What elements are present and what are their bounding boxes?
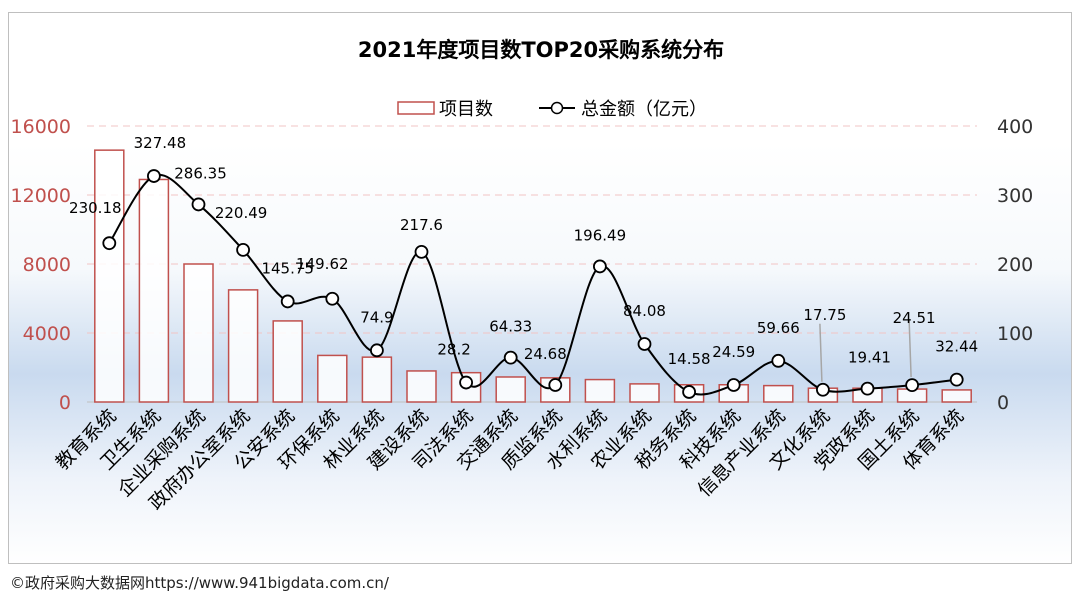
data-label: 230.18 [69, 199, 122, 217]
line-marker [459, 375, 474, 390]
left-axis-tick-label: 4000 [23, 323, 71, 345]
left-axis-ticks: 0 4000 8000 12000 16000 [11, 116, 71, 414]
legend-line-label: 总金额（亿元） [581, 99, 707, 120]
bar [138, 178, 170, 403]
bar [941, 389, 972, 403]
legend-line-marker [550, 101, 564, 115]
line-marker [905, 378, 919, 392]
label-leader-lines [819, 319, 912, 382]
data-label: 74.9 [360, 308, 393, 326]
footer-credit: ©政府采购大数据网https://www.941bigdata.com.cn/ [10, 574, 389, 592]
line-marker [726, 378, 741, 392]
line-marker [771, 353, 786, 368]
data-label: 217.6 [400, 216, 443, 234]
leader-line [819, 323, 823, 382]
line-marker [369, 343, 384, 358]
legend-bar-label: 项目数 [439, 99, 493, 120]
chart-svg: 2021年度项目数TOP20采购系统分布 项目数 总金额（亿元） 0400080… [9, 38, 1071, 563]
data-label: 17.75 [803, 306, 846, 324]
line-marker [280, 294, 295, 309]
data-label: 149.62 [296, 255, 349, 273]
line-marker [682, 385, 696, 399]
leader-line [908, 319, 912, 378]
line-marker [637, 337, 652, 351]
legend-bar-swatch [397, 101, 435, 115]
left-axis-tick-label: 8000 [23, 254, 71, 276]
data-label: 196.49 [574, 226, 627, 244]
data-label: 28.2 [437, 341, 470, 359]
bar [272, 320, 303, 403]
line-marker [548, 378, 563, 392]
bar [361, 356, 393, 403]
line-marker [593, 259, 607, 274]
line-marker [325, 291, 340, 306]
data-label: 145.75 [261, 259, 314, 277]
line-marker [102, 236, 117, 251]
line-marker [949, 372, 964, 387]
right-axis-tick-label: 0 [997, 392, 1009, 414]
line-marker [236, 242, 251, 257]
right-axis-ticks: 0 100 200 300 400 [997, 116, 1033, 414]
legend: 项目数 总金额（亿元） [397, 99, 707, 120]
line-marker [414, 244, 429, 259]
data-label: 84.08 [623, 302, 666, 320]
line-marker [860, 381, 875, 396]
bar [183, 263, 214, 403]
bar [584, 378, 616, 403]
right-axis-tick-label: 100 [997, 323, 1033, 345]
chart-title: 2021年度项目数TOP20采购系统分布 [358, 38, 724, 62]
data-label: 327.48 [134, 134, 187, 152]
bar [227, 289, 259, 403]
bar [495, 376, 526, 403]
data-label: 14.58 [668, 350, 711, 368]
line-marker [816, 382, 830, 397]
left-axis-tick-label: 16000 [11, 116, 71, 138]
data-label: 24.51 [893, 309, 936, 327]
line-marker [191, 197, 206, 212]
right-axis-tick-label: 300 [997, 185, 1033, 207]
line-markers [102, 169, 964, 399]
bar [406, 370, 437, 403]
data-label: 220.49 [215, 204, 268, 222]
left-axis-tick-label: 0 [59, 392, 71, 414]
data-label: 286.35 [174, 164, 227, 182]
right-axis-tick-label: 200 [997, 254, 1033, 276]
bar [629, 383, 660, 403]
bar [317, 354, 348, 403]
data-label: 24.68 [524, 345, 567, 363]
right-axis-tick-label: 400 [997, 116, 1033, 138]
data-label: 59.66 [757, 319, 800, 337]
line-marker [146, 169, 161, 183]
data-label: 64.33 [489, 318, 532, 336]
bar [94, 149, 125, 403]
data-label: 32.44 [935, 338, 978, 356]
data-label: 19.41 [848, 349, 891, 367]
left-axis-tick-label: 12000 [11, 185, 71, 207]
bar [763, 384, 794, 403]
chart-frame: 2021年度项目数TOP20采购系统分布 项目数 总金额（亿元） 0 4000 80… [8, 12, 1072, 564]
line-marker [503, 350, 518, 365]
data-label: 24.59 [712, 343, 755, 361]
